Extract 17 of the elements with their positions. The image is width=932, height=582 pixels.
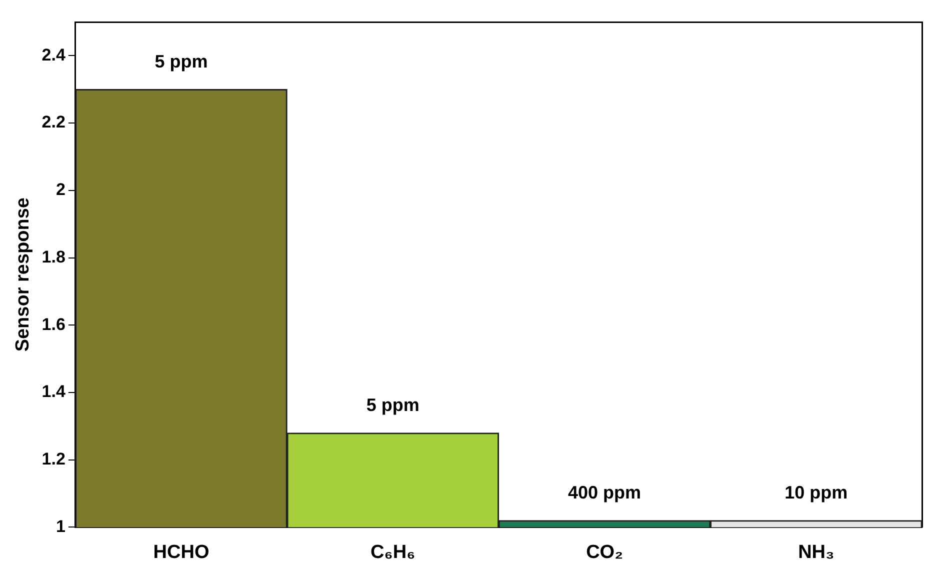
annotation: 5 ppm [366,394,420,415]
x-tick-label: CO₂ [586,542,624,563]
y-tick-label: 2 [56,180,66,200]
y-tick-label: 1.2 [42,450,66,469]
annotation: 10 ppm [784,482,848,502]
x-tick-label: HCHO [153,542,210,563]
y-tick-label: 2.2 [42,112,66,132]
annotation: 400 ppm [568,482,642,502]
y-axis-title: Sensor response [12,198,34,352]
x-tick-label: C₆H₆ [370,542,416,563]
y-tick-label: 1.6 [42,314,66,334]
y-tick-label: 1.4 [42,382,66,402]
y-tick-label: 2.4 [42,45,66,64]
annotation: 5 ppm [154,51,208,72]
x-tick-label: NH₃ [798,542,834,563]
y-tick-label: 1 [56,516,66,536]
y-tick-label: 1.8 [42,247,66,266]
